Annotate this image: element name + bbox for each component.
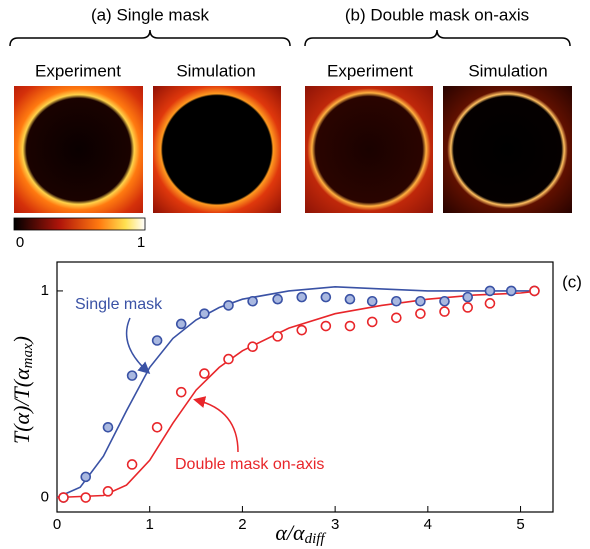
image-label: Simulation: [176, 61, 255, 80]
x-tick-label: 5: [516, 516, 524, 533]
data-point: [248, 342, 257, 351]
data-point: [485, 286, 494, 295]
panel-title: (b) Double mask on-axis: [345, 5, 529, 24]
brace: [305, 30, 570, 46]
figure: (a) Single mask Experiment Simulation (b…: [0, 0, 590, 549]
y-axis-label-end: ): [9, 336, 34, 345]
data-point: [416, 297, 425, 306]
data-point: [368, 297, 377, 306]
image-label: Experiment: [327, 61, 413, 80]
data-point: [440, 307, 449, 316]
experiment-image: [14, 86, 143, 213]
colorbar-label: 1: [137, 234, 145, 251]
data-point: [153, 336, 162, 345]
data-point: [345, 322, 354, 331]
x-axis-label-sub: diff: [305, 531, 327, 547]
data-point: [321, 293, 330, 302]
colorbar-label: 0: [16, 234, 24, 251]
data-point: [200, 309, 209, 318]
data-point: [321, 322, 330, 331]
data-point: [224, 301, 233, 310]
image-label: Simulation: [468, 61, 547, 80]
data-point: [416, 309, 425, 318]
data-point: [128, 371, 137, 380]
data-point: [273, 332, 282, 341]
simulation-image: [153, 86, 281, 213]
data-point: [81, 493, 90, 502]
data-point: [485, 299, 494, 308]
annotation-arrow: [196, 400, 238, 452]
data-point: [273, 295, 282, 304]
data-point: [463, 303, 472, 312]
series-annotation: Single mask: [75, 296, 163, 313]
y-axis-label-main: T(α)/T(α: [9, 368, 34, 444]
data-point: [345, 295, 354, 304]
data-point: [248, 297, 257, 306]
x-tick-label: 3: [331, 516, 339, 533]
data-point: [200, 369, 209, 378]
y-axis-label-sub: max: [20, 343, 36, 368]
x-axis-label: α/αdiff: [275, 520, 326, 547]
panel-label: (c): [562, 272, 582, 291]
series-annotation: Double mask on-axis: [175, 456, 324, 473]
experiment-image: [305, 86, 433, 213]
colorbar: [14, 218, 145, 230]
y-tick-label: 1: [41, 282, 49, 299]
y-tick-label: 0: [41, 489, 49, 506]
data-point: [224, 355, 233, 364]
data-point: [128, 460, 137, 469]
x-tick-label: 2: [238, 516, 246, 533]
image-label: Experiment: [35, 61, 121, 80]
x-axis-label-main: α/α: [275, 520, 305, 545]
data-point: [103, 487, 112, 496]
data-point: [297, 326, 306, 335]
data-point: [392, 313, 401, 322]
data-point: [177, 388, 186, 397]
data-point: [297, 293, 306, 302]
data-point: [440, 297, 449, 306]
data-point: [59, 493, 68, 502]
data-point: [463, 293, 472, 302]
data-point: [81, 472, 90, 481]
data-point: [103, 423, 112, 432]
data-point: [177, 319, 186, 328]
data-point: [153, 423, 162, 432]
x-tick-label: 0: [53, 516, 61, 533]
annotation-arrow: [127, 318, 148, 372]
brace: [10, 30, 290, 46]
data-point: [507, 286, 516, 295]
panel-title: (a) Single mask: [91, 5, 210, 24]
data-point: [392, 297, 401, 306]
y-axis-label: T(α)/T(αmax): [9, 336, 36, 444]
x-tick-label: 1: [146, 516, 154, 533]
data-point: [530, 286, 539, 295]
simulation-image: [443, 86, 572, 213]
data-point: [368, 317, 377, 326]
x-tick-label: 4: [424, 516, 432, 533]
